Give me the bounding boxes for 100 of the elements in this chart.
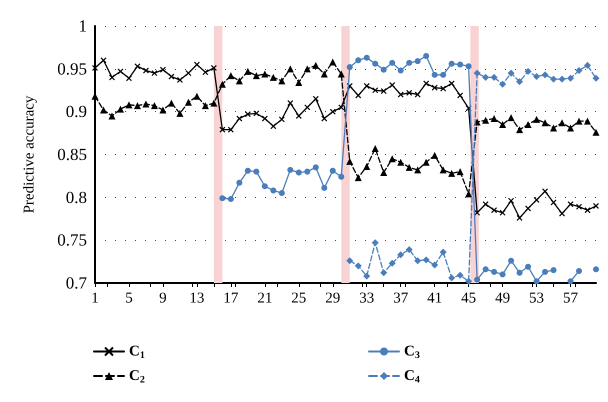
y-tick-label: 0.95	[57, 59, 87, 78]
point	[202, 102, 209, 110]
point	[448, 274, 456, 282]
point	[550, 199, 557, 206]
point	[380, 269, 388, 276]
point	[534, 278, 540, 284]
point	[499, 121, 506, 128]
point	[516, 214, 523, 221]
point	[414, 166, 422, 174]
point	[592, 202, 600, 209]
point	[363, 162, 370, 170]
point	[491, 207, 498, 214]
point	[100, 106, 107, 114]
point	[397, 251, 404, 258]
point	[372, 60, 378, 67]
point	[465, 278, 472, 285]
point	[108, 74, 116, 80]
point	[414, 58, 421, 64]
point	[432, 72, 438, 78]
point	[423, 80, 430, 86]
x-tick-label: 57	[563, 290, 579, 306]
point	[533, 116, 540, 123]
point	[592, 128, 600, 136]
point	[558, 210, 566, 217]
point	[176, 110, 184, 117]
point	[287, 166, 294, 173]
point	[508, 258, 514, 264]
point	[558, 76, 566, 83]
point	[584, 118, 592, 125]
point	[380, 168, 388, 176]
point	[465, 190, 472, 198]
point	[346, 64, 353, 70]
point	[134, 102, 141, 110]
point	[516, 78, 524, 86]
point	[150, 102, 158, 110]
point	[346, 82, 353, 90]
point	[244, 111, 251, 118]
point	[576, 118, 583, 125]
point	[219, 126, 226, 133]
point	[542, 119, 549, 126]
point	[567, 124, 574, 132]
point	[159, 106, 166, 114]
point	[321, 184, 328, 191]
point	[388, 260, 396, 267]
point	[440, 72, 446, 78]
point	[210, 100, 218, 107]
point	[116, 106, 124, 113]
x-tick-label: 5	[125, 290, 133, 306]
y-tick-label: 0.7	[66, 274, 88, 292]
point	[372, 145, 379, 152]
point	[397, 158, 404, 166]
x-tick-label: 1	[91, 290, 99, 306]
point	[584, 207, 591, 214]
point	[304, 168, 310, 175]
y-tick-label: 0.8	[66, 188, 87, 207]
point	[338, 70, 345, 78]
x-tick-label: 25	[291, 290, 306, 306]
point	[456, 168, 464, 176]
point	[431, 262, 438, 269]
point	[568, 278, 574, 284]
point	[295, 79, 302, 86]
x-tick-label: 53	[529, 290, 544, 306]
point	[508, 114, 515, 122]
point	[219, 195, 226, 202]
point	[500, 271, 506, 278]
point	[287, 100, 294, 106]
point	[184, 98, 192, 106]
point	[542, 188, 548, 194]
point	[278, 77, 286, 84]
point	[355, 92, 362, 98]
point	[354, 262, 362, 270]
point	[440, 166, 447, 174]
point	[524, 205, 532, 212]
point	[218, 80, 226, 88]
point	[474, 276, 480, 283]
point	[448, 60, 455, 67]
point	[490, 74, 498, 81]
point	[593, 266, 599, 272]
point	[380, 88, 387, 94]
point	[466, 105, 472, 112]
point	[466, 63, 472, 70]
y-axis-title: Predictive accuracy	[22, 95, 38, 214]
point	[406, 164, 413, 171]
y-tick-label: 0.9	[66, 102, 87, 122]
point	[244, 168, 251, 174]
point	[261, 70, 268, 78]
point	[364, 54, 370, 61]
point	[253, 168, 260, 175]
point	[252, 72, 260, 80]
point	[550, 76, 558, 83]
point	[389, 60, 396, 66]
point	[448, 170, 456, 177]
point	[584, 62, 592, 69]
x-tick-label: 49	[495, 290, 510, 306]
point	[346, 257, 354, 264]
point	[406, 246, 413, 254]
point	[330, 168, 336, 174]
point	[440, 248, 447, 256]
point	[422, 256, 430, 264]
point	[312, 62, 320, 69]
